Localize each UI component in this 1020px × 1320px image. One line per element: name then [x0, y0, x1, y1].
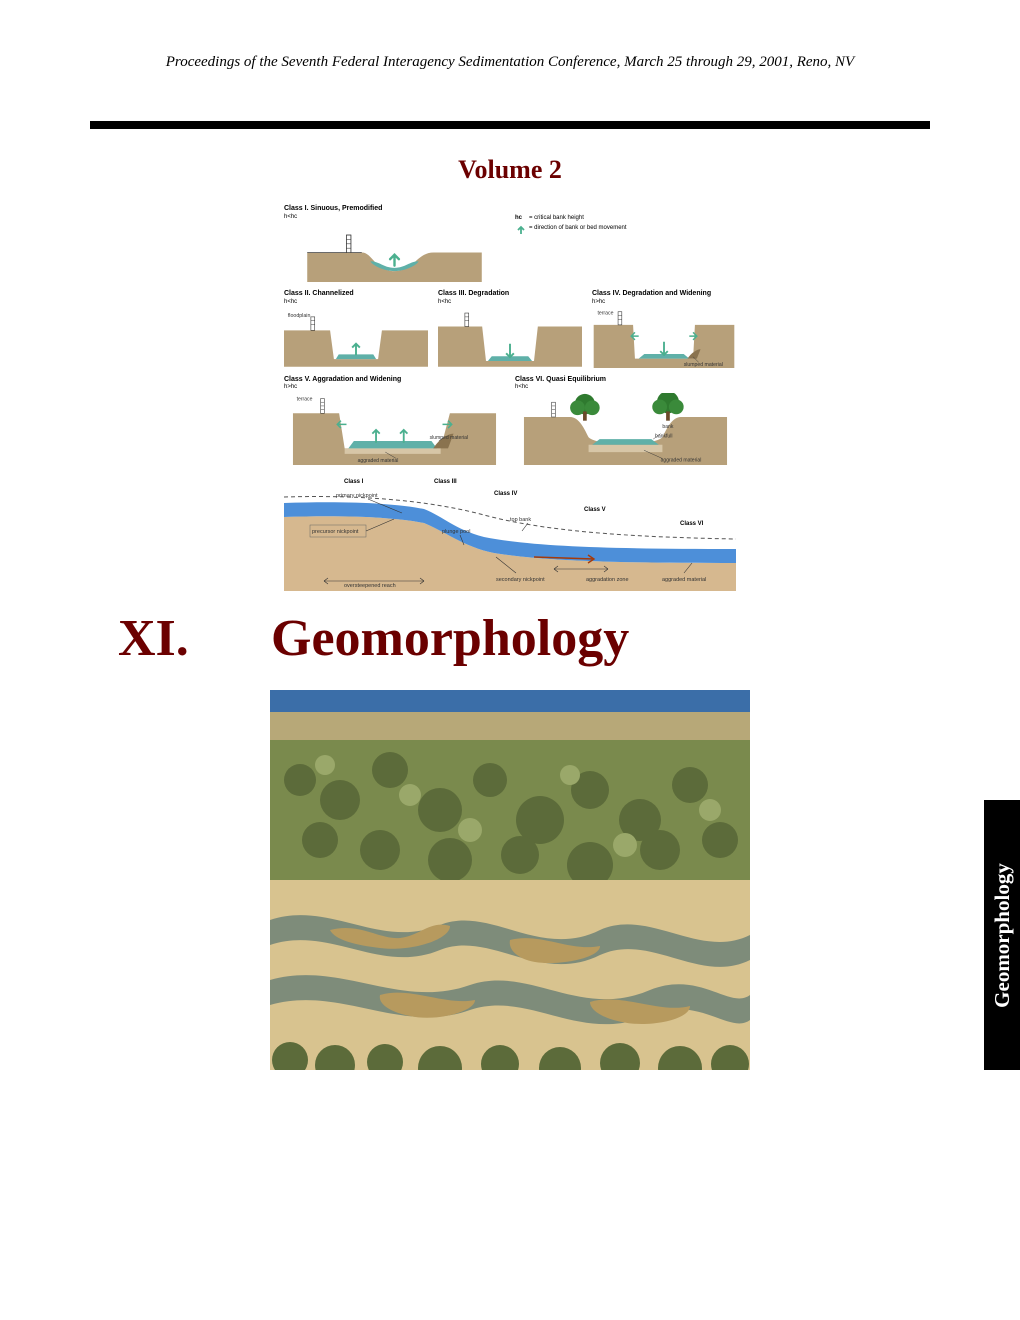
chapter-number: XI.: [118, 609, 258, 668]
svg-text:Class I: Class I: [344, 479, 364, 485]
legend-arrow-text: = direction of bank or bed movement: [529, 225, 736, 232]
section-tab: Geomorphology: [984, 800, 1020, 1070]
horizontal-rule: [90, 121, 930, 129]
svg-text:precursor nickpoint: precursor nickpoint: [312, 529, 359, 535]
svg-text:floodplain: floodplain: [288, 313, 311, 319]
svg-text:secondary nickpoint: secondary nickpoint: [496, 577, 545, 583]
class-2-ratio: h<hc: [284, 299, 297, 305]
longitudinal-profile: Class I Class III Class IV Class V Class…: [284, 473, 736, 591]
svg-text:Class VI: Class VI: [680, 521, 704, 527]
class-3-cross-section: [438, 308, 582, 368]
class-1-title: Class I. Sinuous, Premodified: [284, 205, 382, 212]
legend-arrow-icon: [515, 225, 527, 235]
svg-text:top bank: top bank: [510, 517, 531, 523]
svg-text:Class III: Class III: [434, 479, 457, 485]
svg-text:oversteepened reach: oversteepened reach: [344, 583, 396, 589]
class-3-title: Class III. Degradation: [438, 290, 509, 297]
svg-text:aggraded material: aggraded material: [662, 577, 706, 583]
aerial-river-photo: [270, 690, 750, 1070]
svg-text:aggradation zone: aggradation zone: [586, 577, 629, 583]
svg-text:aggraded material: aggraded material: [661, 457, 702, 463]
class-2-title: Class II. Channelized: [284, 290, 354, 297]
running-header: Proceedings of the Seventh Federal Inter…: [90, 54, 930, 71]
class-6-cross-section: bank bankfull aggraded material: [515, 393, 736, 465]
class-6-title: Class VI. Quasi Equilibrium: [515, 376, 606, 383]
class-1-ratio: h<hc: [284, 214, 297, 220]
svg-text:primary nickpoint: primary nickpoint: [336, 493, 378, 499]
class-6-ratio: h<hc: [515, 384, 528, 390]
class-5-title: Class V. Aggradation and Widening: [284, 376, 401, 383]
svg-text:terrace: terrace: [597, 310, 613, 316]
class-5-ratio: h>hc: [284, 384, 297, 390]
class-4-ratio: h>hc: [592, 299, 605, 305]
chapter-heading: XI. Geomorphology: [118, 609, 930, 668]
chapter-title-text: Geomorphology: [271, 610, 629, 667]
volume-label: Volume 2: [90, 155, 930, 185]
class-1-cross-section: [284, 222, 505, 282]
svg-text:aggraded material: aggraded material: [358, 458, 399, 464]
figure-legend: hc= critical bank height = direction of …: [515, 205, 736, 282]
svg-text:bank: bank: [662, 424, 673, 430]
channel-evolution-figure: Class I. Sinuous, Premodified h<hc: [284, 205, 736, 591]
svg-text:Class V: Class V: [584, 507, 606, 513]
class-3-ratio: h<hc: [438, 299, 451, 305]
svg-text:bankfull: bankfull: [655, 433, 672, 439]
class-4-title: Class IV. Degradation and Widening: [592, 290, 711, 297]
class-2-cross-section: floodplain: [284, 308, 428, 368]
legend-hc-text: = critical bank height: [529, 215, 736, 222]
svg-text:slumped material: slumped material: [684, 362, 723, 368]
svg-text:Class IV: Class IV: [494, 491, 517, 497]
svg-text:terrace: terrace: [297, 397, 313, 403]
legend-hc-symbol: hc: [515, 215, 529, 221]
svg-text:plunge pool: plunge pool: [442, 529, 470, 535]
svg-text:slumped material: slumped material: [430, 435, 469, 441]
section-tab-label: Geomorphology: [990, 863, 1015, 1008]
class-4-cross-section: terrace slumped material: [592, 308, 736, 368]
class-5-cross-section: terrace slumped material: [284, 393, 505, 465]
